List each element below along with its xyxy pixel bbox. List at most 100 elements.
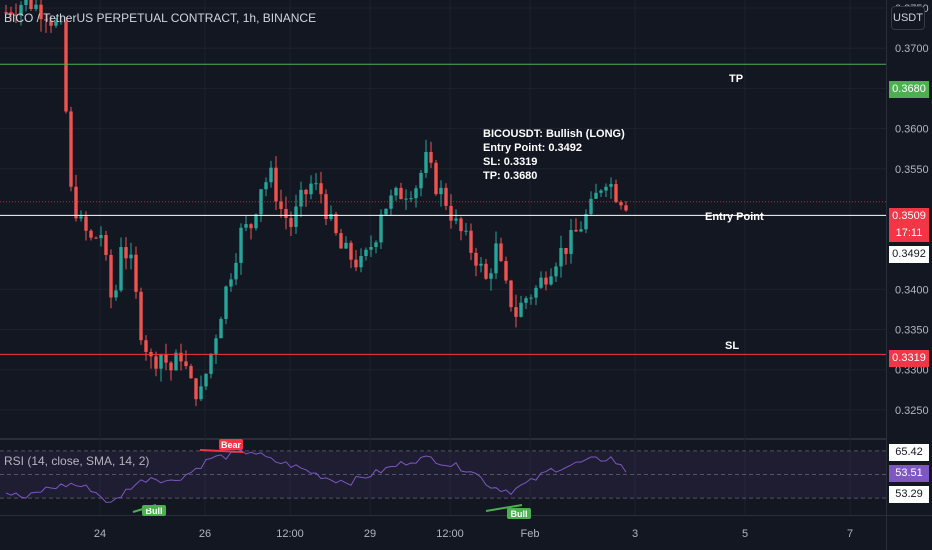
candle-body [144,340,148,352]
candle-body [199,386,203,400]
annotation-line: Entry Point: 0.3492 [483,142,583,154]
candle-body [574,229,578,232]
candle-body [229,279,233,287]
y-tick-label: 0.3700 [895,43,929,55]
candle-body [504,261,508,281]
candle-body [279,201,283,209]
candle-body [304,189,308,195]
candle-body [94,237,98,239]
candle-body [609,184,613,187]
candle-body [584,214,588,230]
candle-body [334,213,338,234]
candle-body [379,214,383,243]
candle-body [34,4,38,9]
candle-body [619,202,623,206]
chart-title: BICO / TetherUS PERPETUAL CONTRACT, 1h, … [4,11,317,25]
trade-annotation: BICOUSDT: Bullish (LONG) Entry Point: 0.… [483,127,625,183]
bull-divergence-line [132,504,157,513]
candle-body [194,378,198,400]
candle-body [264,182,268,190]
y-tick-label: 0.3250 [895,405,929,417]
candle-body [544,277,548,285]
candle-body [594,192,598,199]
candle-body [524,298,528,303]
candle-body [29,0,33,9]
candle-body [384,208,388,215]
candle-body [104,235,108,255]
candle-body [374,242,378,247]
candle-body [469,230,473,253]
annotation-line: BICOUSDT: Bullish (LONG) [483,128,625,140]
candle-body [79,216,83,219]
candle-body [99,235,103,239]
candle-body [434,162,438,195]
candle-body [489,273,493,279]
tp-label: TP [729,73,744,85]
currency-button[interactable]: USDT [891,6,925,30]
pane-divider [0,438,886,440]
x-tick-label: 12:00 [276,528,304,540]
candle-body [614,184,618,203]
candle-body [394,187,398,196]
candle-body [559,247,563,267]
candle-body [4,12,8,14]
candle-body [249,224,253,229]
price-axis-border [886,0,887,550]
annotation-line: SL: 0.3319 [483,156,538,168]
candle-body [329,213,333,220]
rsi-label: RSI (14, close, SMA, 14, 2) [4,454,150,468]
candle-body [529,297,533,299]
candle-body [554,266,558,277]
candle-body [204,373,208,387]
candle-body [449,205,453,221]
candle-body [484,263,488,279]
candle-body [19,5,23,16]
candle-body [44,19,48,21]
divergence-marker [219,439,243,450]
candle-body [419,172,423,189]
y-tick-label: 0.3350 [895,325,929,337]
candle-body [254,214,258,229]
countdown-tag: 17:11 [889,225,929,242]
candle-body [224,286,228,319]
divergence-marker-label: Bull [511,509,528,519]
x-tick-label: 24 [94,528,106,540]
candle-body [49,20,53,26]
candle-body [234,262,238,280]
time-axis-border [0,515,932,516]
candle-body [179,352,183,362]
rsi-tag-value: 53.51 [889,465,929,482]
divergence-marker-label: Bear [221,440,242,450]
candle-body [309,183,313,195]
candle-body [139,291,143,341]
level-lines [0,63,886,355]
candle-body [119,247,123,291]
candle-body [494,243,498,274]
x-tick-label: 5 [742,528,748,540]
candle-body [399,187,403,200]
divergence-marker-label: Bull [146,506,163,516]
candle-body [364,249,368,257]
sl-price-tag: 0.3319 [889,350,929,367]
candle-body [369,246,373,250]
rsi-tag-lower: 53.29 [889,486,929,503]
current-price-tag: 0.3509 [889,208,929,225]
candle-body [84,216,88,231]
candle-body [424,152,428,173]
candle-body [169,362,173,371]
candle-body [159,354,163,369]
candle-body [534,287,538,298]
candle-body [599,190,603,193]
candle-body [109,254,113,298]
candle-body [114,290,118,298]
candle-body [209,353,213,374]
candle-body [349,242,353,260]
y-tick-label: 0.3300 [895,365,929,377]
candle-body [539,277,543,288]
divergence-marker [507,508,531,519]
candle-body [219,318,223,339]
candle-body [284,208,288,218]
candle-body [64,21,68,112]
